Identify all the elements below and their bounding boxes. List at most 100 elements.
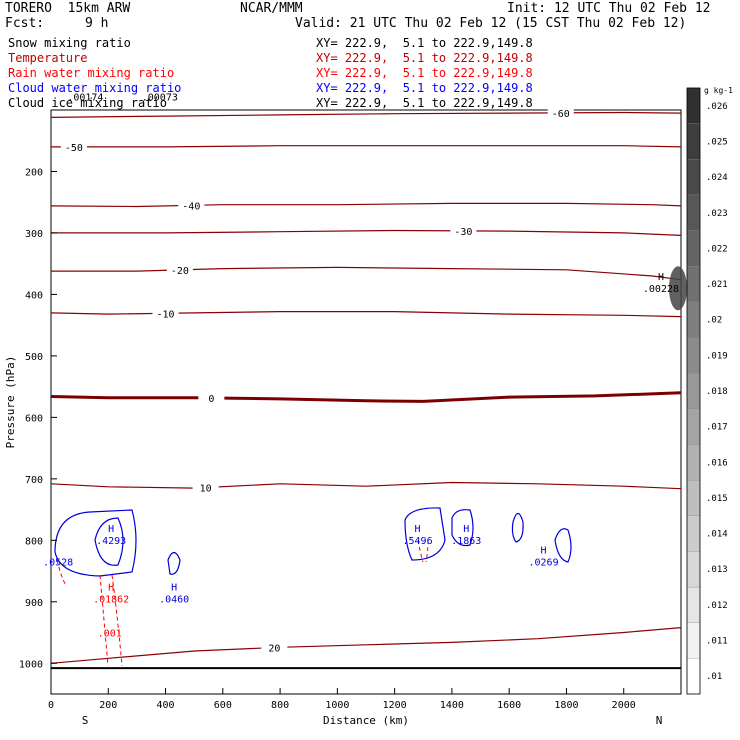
isotherm-label: 10	[200, 483, 212, 494]
section-end-label: N	[656, 714, 663, 727]
isotherm-label-bg	[547, 106, 574, 119]
cloud-ice-shading	[669, 266, 687, 311]
x-tick-label: 400	[157, 700, 175, 711]
isotherm-label: 0	[208, 394, 214, 405]
cloud-water-contour	[54, 509, 137, 577]
colorbar-tick-label: .019	[706, 351, 728, 361]
colorbar-tick-label: .014	[706, 530, 728, 540]
colorbar-tick-label: .013	[706, 565, 728, 575]
colorbar-tick-label: .02	[706, 316, 722, 326]
field-name-cloud-ice: Cloud ice mixing ratio	[8, 96, 167, 110]
x-tick-label: 0	[48, 700, 54, 711]
y-tick-label: 1000	[19, 659, 43, 670]
cloud-water-max-symbol: H	[171, 583, 177, 594]
isotherm-line	[51, 229, 682, 236]
colorbar-swatch	[686, 337, 701, 374]
cloud-water-contour	[451, 509, 474, 547]
colorbar-swatch	[686, 515, 701, 552]
model-title: TORERO 15km ARW	[5, 1, 131, 16]
center-title: NCAR/MMM	[240, 1, 303, 16]
cloud-water-max-value: .0528	[43, 558, 73, 569]
isotherm-label-bg	[198, 391, 225, 404]
colorbar-tick-label: .021	[706, 280, 728, 290]
cloud-water-max-symbol: H	[415, 524, 421, 535]
cloud-water-max-symbol: H	[541, 546, 547, 557]
forecast-label: Fcst:	[5, 16, 45, 31]
colorbar-tick-label: .016	[706, 458, 728, 468]
x-tick-label: 2000	[612, 700, 636, 711]
isotherm-line	[50, 311, 682, 318]
field-name-rain: Rain water mixing ratio	[8, 66, 175, 80]
rain-water-max-value: .001	[98, 628, 122, 639]
colorbar-tick-label: .01	[706, 672, 722, 682]
colorbar-swatch	[686, 408, 701, 445]
isotherm-line	[50, 391, 682, 403]
x-tick-label: 1600	[497, 700, 521, 711]
colorbar-tick-label: .011	[706, 637, 728, 647]
isotherm-label: 20	[268, 644, 280, 655]
colorbar-tick-label: .017	[706, 423, 728, 433]
cloud-water-contour	[511, 512, 524, 543]
cloud-water-contour	[167, 551, 181, 575]
colorbar-swatch	[686, 194, 701, 231]
colorbar-tick-label: .015	[706, 494, 728, 504]
cloud-water-max-symbol: H	[108, 524, 114, 535]
cloud-water-max-value: .1863	[451, 536, 481, 547]
isotherm-label-bg	[261, 641, 288, 654]
isotherm-line	[50, 111, 682, 118]
cloud-water-max-value: .0460	[159, 595, 189, 606]
cloud-ice-max-symbol: H	[658, 272, 664, 283]
y-tick-label: 200	[25, 167, 43, 178]
isotherm-label: -30	[454, 227, 472, 238]
colorbar-unit: g kg-1	[704, 86, 733, 95]
isotherm-label: -50	[65, 143, 83, 154]
y-tick-label: 500	[25, 352, 43, 363]
cloud-ice-max-value: .00228	[643, 284, 679, 295]
isotherm-line	[50, 481, 682, 490]
isotherm-label: -10	[157, 309, 175, 320]
y-axis-title: Pressure (hPa)	[4, 356, 17, 449]
isotherm-label-bg	[178, 199, 205, 212]
x-tick-label: 800	[271, 700, 289, 711]
isotherm-label-bg	[152, 307, 179, 320]
field-xy-temperature: XY= 222.9, 5.1 to 222.9,149.8	[316, 51, 533, 65]
cloud-ice-max-value: .00174	[67, 92, 103, 103]
rain-water-max-value: .01862	[93, 595, 129, 606]
plot-frame	[50, 109, 682, 695]
colorbar-tick-label: .024	[706, 173, 728, 183]
isotherm-label-bg	[192, 481, 219, 494]
rain-water-contour	[56, 559, 123, 667]
x-tick-label: 1200	[383, 700, 407, 711]
x-tick-label: 600	[214, 700, 232, 711]
colorbar-swatch	[686, 586, 701, 623]
isotherm-line	[51, 145, 682, 148]
colorbar-swatch	[686, 658, 701, 695]
colorbar-frame	[686, 87, 701, 695]
init-time: Init: 12 UTC Thu 02 Feb 12	[507, 1, 711, 16]
field-name-cloud-water: Cloud water mixing ratio	[8, 81, 182, 95]
field-xy-snow: XY= 222.9, 5.1 to 222.9,149.8	[316, 36, 533, 50]
y-tick-label: 900	[25, 598, 43, 609]
y-tick-label: 600	[25, 413, 43, 424]
colorbar-swatch	[686, 373, 701, 409]
isotherm-line	[51, 266, 682, 281]
cloud-water-max-value: .0269	[528, 558, 558, 569]
field-xy-cloud-ice: XY= 222.9, 5.1 to 222.9,149.8	[316, 96, 533, 110]
colorbar-tick-label: .025	[706, 137, 728, 147]
rain-water-max-symbol: H	[108, 583, 114, 594]
field-xy-cloud-water: XY= 222.9, 5.1 to 222.9,149.8	[316, 81, 533, 95]
isotherm-line	[50, 627, 682, 664]
cloud-water-max-value: .4293	[96, 536, 126, 547]
section-start-label: S	[82, 714, 89, 727]
cloud-water-max-symbol: H	[463, 524, 469, 535]
cloud-water-max-value: .5496	[402, 536, 432, 547]
colorbar-swatch	[686, 230, 701, 267]
x-tick-label: 1400	[440, 700, 464, 711]
colorbar-swatch	[686, 622, 701, 659]
x-tick-label: 1800	[554, 700, 578, 711]
colorbar-swatch	[686, 266, 701, 303]
x-axis-title: Distance (km)	[323, 714, 409, 727]
colorbar-swatch	[686, 123, 701, 160]
colorbar-swatch	[686, 301, 701, 338]
y-tick-label: 400	[25, 290, 43, 301]
